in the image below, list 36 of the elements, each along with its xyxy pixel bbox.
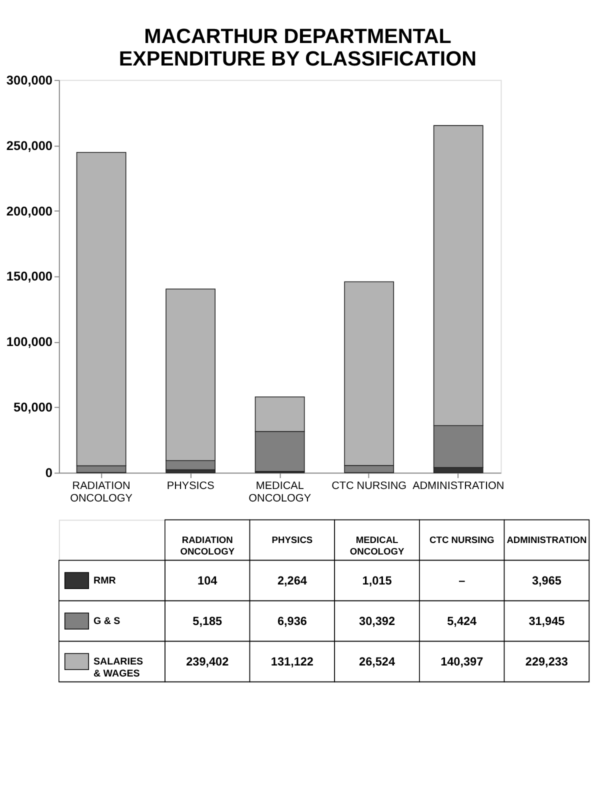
y-tick-label: 50,000 xyxy=(14,400,53,415)
x-tick-label: PHYSICS xyxy=(166,480,214,492)
text: 140,397 xyxy=(440,655,484,668)
text: 229,233 xyxy=(525,655,568,668)
text: 1,015 xyxy=(362,574,392,588)
text: 31,945 xyxy=(528,614,566,628)
text: – xyxy=(458,574,466,588)
y-tick-label: 100,000 xyxy=(6,334,53,350)
text: 3,965 xyxy=(532,574,562,588)
y-tick-label: 250,000 xyxy=(6,138,53,153)
text: 5,424 xyxy=(447,614,478,628)
chart-title: MACARTHUR DEPARTMENTAL EXPENDITURE BY CLASSIFICATION xyxy=(118,25,477,71)
category-label: CTC NURSING xyxy=(430,535,494,545)
text: 5,185 xyxy=(192,614,223,628)
category-label: ADMINISTRATION xyxy=(506,535,587,545)
y-tick-label: 300,000 xyxy=(6,72,53,88)
category-label: RADIATION ONCOLOGY xyxy=(180,535,235,556)
x-tick-label: ADMINISTRATION xyxy=(412,480,504,492)
text: 26,524 xyxy=(359,655,396,668)
text: 104 xyxy=(198,574,218,588)
legend-label: SALARIES & WAGES xyxy=(94,656,144,680)
category-label: MEDICAL ONCOLOGY xyxy=(350,535,404,556)
text: 30,392 xyxy=(359,614,396,628)
text: 2,264 xyxy=(277,574,308,588)
legend-label: RMR xyxy=(94,576,116,587)
y-tick-label: 200,000 xyxy=(6,203,53,218)
text: 239,402 xyxy=(186,655,230,668)
y-tick-label: 150,000 xyxy=(6,268,53,284)
y-tick-label: 0 xyxy=(45,465,53,480)
text: 131,122 xyxy=(270,655,314,668)
x-tick-label: CTC NURSING xyxy=(332,480,407,492)
x-tick-label: RADIATION ONCOLOGY xyxy=(70,480,133,505)
category-label: PHYSICS xyxy=(272,535,313,545)
text: 6,936 xyxy=(277,614,308,628)
legend-label: G & S xyxy=(94,616,121,628)
x-tick-label: MEDICAL ONCOLOGY xyxy=(248,480,312,505)
